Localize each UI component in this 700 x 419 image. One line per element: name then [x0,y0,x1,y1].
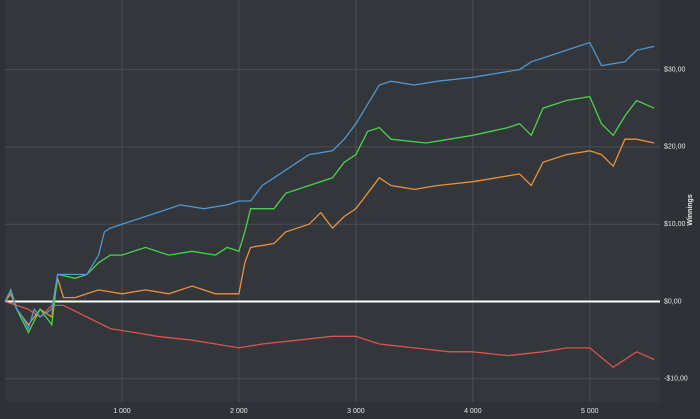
x-tick-label: 5 000 [581,408,599,415]
series-line [4,138,655,326]
y-tick-label: $20,00 [664,144,686,151]
series-line [4,95,655,334]
y-axis-title: Winnings [687,194,694,226]
series-line [4,300,655,369]
x-tick-label: 4 000 [464,408,482,415]
y-tick-label: $0,00 [664,298,682,305]
x-tick-label: 2 000 [230,408,248,415]
series-line [4,41,655,331]
x-tick-label: 3 000 [347,408,365,415]
y-tick-label: -$10,00 [664,376,688,383]
y-tick-label: $10,00 [664,221,686,228]
plot-area [5,0,660,402]
y-tick-label: $30,00 [664,66,686,73]
x-tick-label: 1 000 [113,408,131,415]
